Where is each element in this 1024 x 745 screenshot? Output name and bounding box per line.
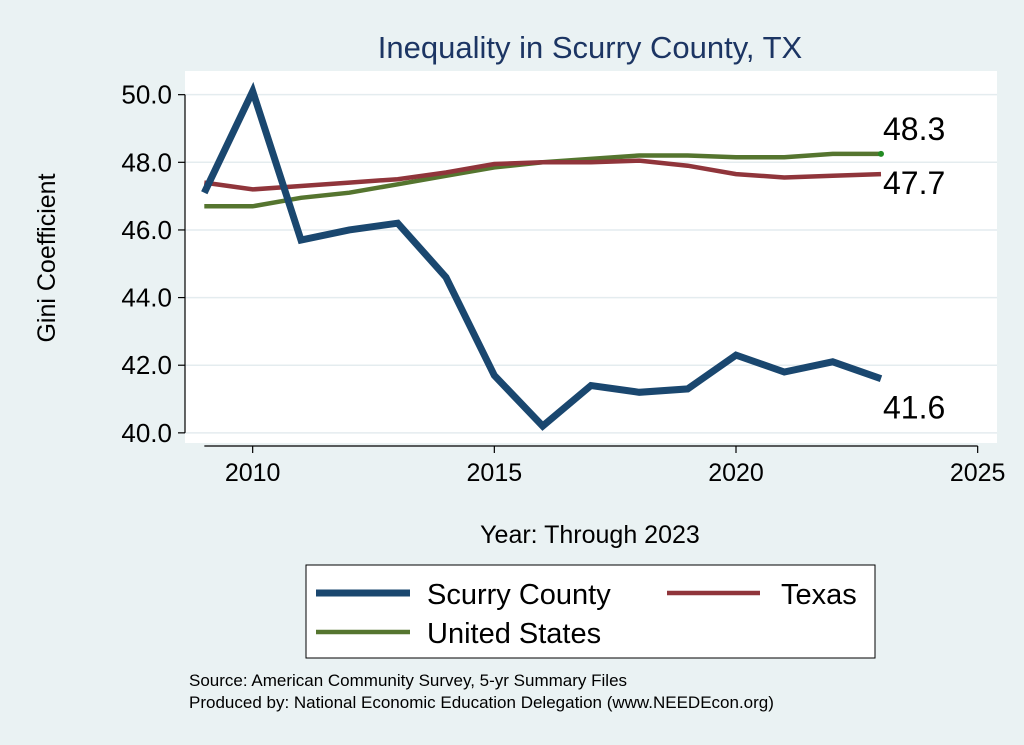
series-end-point-united-states [878,150,884,157]
y-tick-label: 48.0 [121,147,172,177]
legend-label-united-states: United States [427,618,601,650]
series-group [201,81,884,431]
chart-title: Inequality in Scurry County, TX [378,30,803,65]
legend-label-scurry-county: Scurry County [427,579,611,611]
end-label-texas: 47.7 [883,165,945,201]
legend-box [305,564,876,659]
end-label-scurry-county: 41.6 [883,390,945,426]
series-line-scurry-county [201,81,883,431]
x-tick-label: 2020 [708,459,764,487]
y-axis-label: Gini Coefficient [33,173,61,342]
x-axis: 2010 2015 2020 2025 [204,445,1006,487]
y-tick-label: 44.0 [121,283,172,313]
producer-note: Produced by: National Economic Education… [189,693,774,712]
y-axis: 40.0 42.0 44.0 46.0 48.0 50.0 [121,80,186,448]
x-tick-label: 2010 [225,459,281,487]
y-tick-label: 50.0 [121,80,172,110]
series-line-texas [203,158,882,192]
grid [185,93,997,434]
x-tick-label: 2015 [467,459,523,487]
x-tick-label: 2025 [950,459,1006,487]
end-label-united-states: 48.3 [883,111,945,147]
legend: Scurry County Texas United States [305,564,876,659]
y-tick-label: 42.0 [121,350,172,380]
x-axis-label: Year: Through 2023 [480,521,700,549]
y-tick-label: 46.0 [121,215,172,245]
plot-area [185,71,997,443]
source-note: Source: American Community Survey, 5-yr … [189,671,627,690]
end-labels: 41.6 47.7 48.3 [883,111,945,426]
legend-label-texas: Texas [781,579,857,611]
y-tick-label: 40.0 [121,418,172,448]
